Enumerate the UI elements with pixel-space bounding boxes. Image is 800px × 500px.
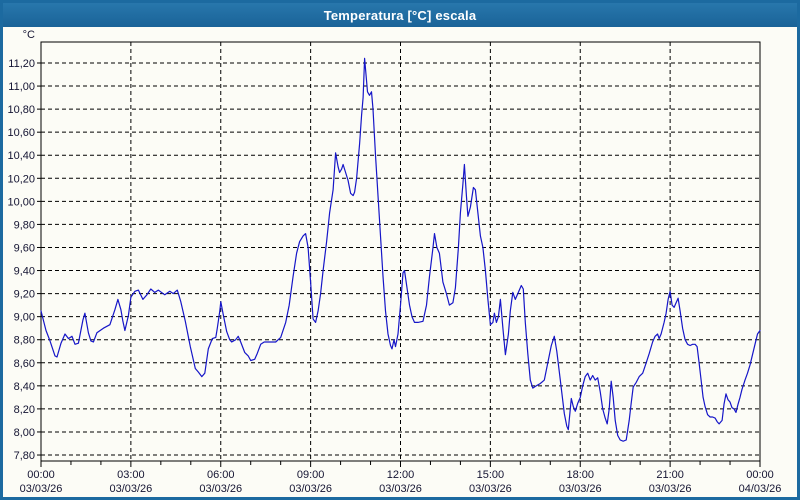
x-tick-time-label: 09:00 bbox=[297, 469, 325, 481]
y-tick-label: 7,80 bbox=[14, 450, 35, 462]
temperature-line-chart: 7,80 8,00 8,20 8,40 8,60 8,80 9,00 9,20 9,40 9,60… bbox=[7, 29, 782, 495]
x-tick-time-label: 15:00 bbox=[477, 469, 505, 481]
x-tick-date-label: 03/03/26 bbox=[109, 483, 152, 495]
y-axis-unit-label: °C bbox=[23, 29, 35, 41]
x-tick-time-label: 12:00 bbox=[387, 469, 415, 481]
x-tick-date-label: 03/03/26 bbox=[559, 483, 602, 495]
x-tick-date-label: 03/03/26 bbox=[20, 483, 63, 495]
y-tick-label: 9,20 bbox=[14, 289, 35, 301]
x-tick-date-label: 03/03/26 bbox=[379, 483, 422, 495]
y-tick-label: 8,80 bbox=[14, 335, 35, 347]
x-tick-time-label: 18:00 bbox=[566, 469, 594, 481]
x-tick-time-label: 03:00 bbox=[117, 469, 145, 481]
y-tick-label: 8,00 bbox=[14, 427, 35, 439]
y-tick-label: 9,00 bbox=[14, 312, 35, 324]
y-tick-label: 8,40 bbox=[14, 381, 35, 393]
chart-area: 7,80 8,00 8,20 8,40 8,60 8,80 9,00 9,20 9,40 9,60… bbox=[3, 27, 797, 497]
y-tick-label: 11,00 bbox=[8, 81, 35, 93]
y-tick-label: 10,00 bbox=[7, 196, 35, 208]
x-tick-date-label: 03/03/26 bbox=[199, 483, 242, 495]
y-tick-label: 8,60 bbox=[14, 358, 35, 370]
y-tick-label: 10,20 bbox=[7, 173, 35, 185]
y-tick-label: 9,40 bbox=[14, 266, 35, 278]
window-titlebar[interactable]: Temperatura [°C] escala bbox=[3, 3, 797, 27]
x-tick-time-label: 00:00 bbox=[746, 469, 774, 481]
x-tick-time-label: 21:00 bbox=[656, 469, 684, 481]
x-tick-date-label: 04/03/26 bbox=[739, 483, 782, 495]
y-tick-label: 8,20 bbox=[14, 404, 35, 416]
x-tick-date-label: 03/03/26 bbox=[469, 483, 512, 495]
y-tick-label: 9,60 bbox=[14, 242, 35, 254]
x-tick-date-label: 03/03/26 bbox=[289, 483, 332, 495]
y-tick-label: 10,40 bbox=[7, 150, 35, 162]
window-title: Temperatura [°C] escala bbox=[323, 7, 477, 23]
x-tick-time-label: 00:00 bbox=[27, 469, 55, 481]
x-tick-time-label: 06:00 bbox=[207, 469, 235, 481]
y-tick-label: 11,20 bbox=[8, 58, 35, 70]
temperature-series-line bbox=[40, 57, 761, 442]
y-tick-label: 9,80 bbox=[14, 219, 35, 231]
x-tick-date-label: 03/03/26 bbox=[649, 483, 692, 495]
y-tick-label: 10,80 bbox=[7, 104, 35, 116]
y-tick-label: 10,60 bbox=[7, 127, 35, 139]
